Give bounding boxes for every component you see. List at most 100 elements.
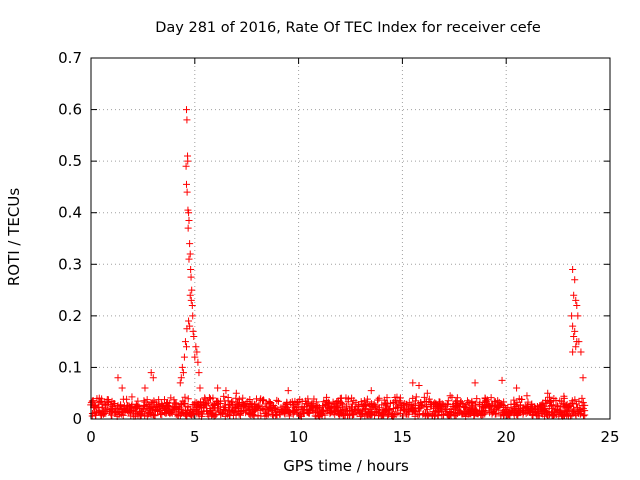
data-point <box>192 343 200 351</box>
data-point <box>362 401 370 409</box>
axis-ticks: 0 0.1 0.2 0.3 0.4 0.5 0.6 0.7 0 5 10 15 20 25 <box>58 49 619 446</box>
data-point <box>182 162 190 170</box>
data-point <box>412 393 420 401</box>
data-point <box>338 399 346 407</box>
data-point <box>181 393 189 401</box>
data-point <box>367 387 375 395</box>
data-point <box>189 327 197 335</box>
data-point <box>265 399 273 407</box>
data-point <box>167 394 175 402</box>
data-point <box>147 403 155 411</box>
data-point <box>151 412 159 420</box>
data-point <box>177 374 185 382</box>
data-point <box>393 393 401 401</box>
data-point <box>472 402 480 410</box>
data-point <box>184 157 192 165</box>
data-point <box>149 374 157 382</box>
data-point <box>504 403 512 411</box>
data-point <box>575 338 583 346</box>
data-point <box>147 369 155 377</box>
x-tick-label: 20 <box>497 428 516 446</box>
data-point <box>339 401 347 409</box>
y-axis-label: ROTI / TECUs <box>5 188 23 286</box>
data-point <box>399 412 407 420</box>
data-point <box>425 395 433 403</box>
data-point <box>312 398 320 406</box>
data-point <box>185 317 193 325</box>
data-point <box>569 265 577 273</box>
data-point <box>232 389 240 397</box>
data-point <box>578 394 586 402</box>
data-point <box>189 312 197 320</box>
data-point <box>386 399 394 407</box>
data-point <box>186 291 194 299</box>
data-point <box>318 407 326 415</box>
data-point <box>482 396 490 404</box>
data-point <box>579 405 587 413</box>
data-point <box>363 395 371 403</box>
data-point <box>191 353 199 361</box>
data-point <box>195 369 203 377</box>
data-point <box>570 405 578 413</box>
data-point <box>452 411 460 419</box>
data-point <box>418 402 426 410</box>
x-tick-label: 10 <box>289 428 308 446</box>
data-point <box>214 384 222 392</box>
data-point <box>284 387 292 395</box>
data-point <box>457 398 465 406</box>
data-point <box>392 411 400 419</box>
data-point <box>239 394 247 402</box>
data-point <box>577 348 585 356</box>
data-point <box>446 410 454 418</box>
data-point <box>572 296 580 304</box>
data-points <box>87 106 589 420</box>
data-point <box>333 402 341 410</box>
x-tick-label: 15 <box>393 428 412 446</box>
data-point <box>181 338 189 346</box>
x-axis-label: GPS time / hours <box>283 457 409 475</box>
data-point <box>119 411 127 419</box>
data-point <box>194 358 202 366</box>
data-point <box>409 379 417 387</box>
data-point <box>375 394 383 402</box>
x-tick-label: 0 <box>86 428 96 446</box>
data-point <box>523 402 531 410</box>
data-point <box>571 276 579 284</box>
data-point <box>283 399 291 407</box>
data-point <box>473 395 481 403</box>
data-point <box>150 397 158 405</box>
data-point <box>229 398 237 406</box>
data-point <box>458 400 466 408</box>
data-point <box>488 402 496 410</box>
data-point <box>570 291 578 299</box>
data-point <box>344 398 352 406</box>
data-point <box>185 255 193 263</box>
data-point <box>114 374 122 382</box>
data-point <box>326 404 334 412</box>
data-point <box>222 387 230 395</box>
data-point <box>412 397 420 405</box>
y-tick-label: 0.6 <box>58 101 82 119</box>
data-point <box>414 411 422 419</box>
data-point <box>190 410 198 418</box>
data-point <box>193 348 201 356</box>
data-point <box>434 412 442 420</box>
y-tick-label: 0.3 <box>58 255 82 273</box>
data-point <box>569 348 577 356</box>
data-point <box>231 408 239 416</box>
data-point <box>544 389 552 397</box>
data-point <box>360 397 368 405</box>
data-point <box>118 384 126 392</box>
data-point <box>273 396 281 404</box>
data-point <box>132 402 140 410</box>
data-point <box>498 376 506 384</box>
data-point <box>196 384 204 392</box>
data-point <box>91 404 99 412</box>
data-point <box>420 393 428 401</box>
data-point <box>186 250 194 258</box>
data-point <box>516 401 524 409</box>
data-point <box>580 412 588 420</box>
data-point <box>383 394 391 402</box>
data-point <box>128 393 136 401</box>
data-point <box>183 116 191 124</box>
